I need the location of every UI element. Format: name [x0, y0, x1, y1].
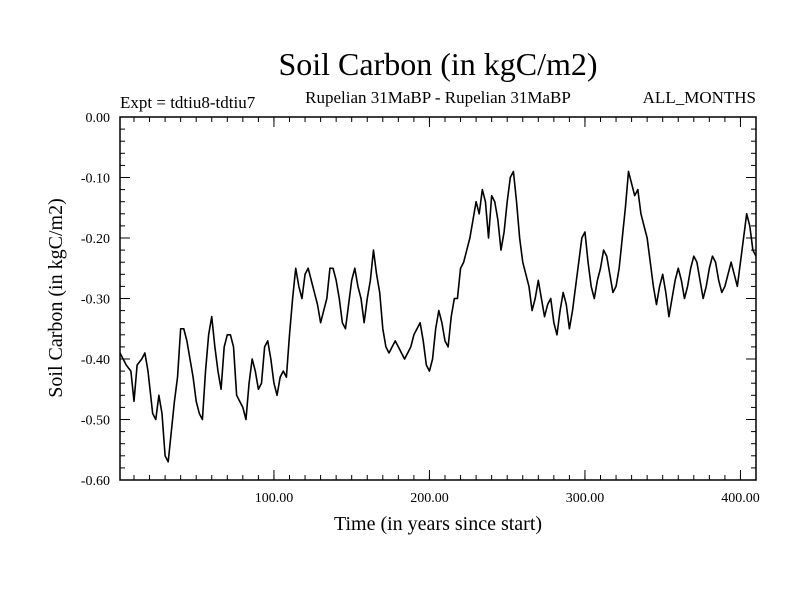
- x-tick-label: 400.00: [721, 491, 760, 506]
- y-tick-label: -0.20: [81, 232, 110, 247]
- y-axis-label: Soil Carbon (in kgC/m2): [45, 198, 67, 397]
- x-tick-label: 200.00: [410, 491, 449, 506]
- y-tick-label: -0.30: [81, 293, 110, 308]
- y-tick-label: -0.40: [81, 353, 110, 368]
- x-tick-label: 300.00: [566, 491, 605, 506]
- plot-frame: [119, 116, 757, 481]
- experiment-label: Expt = tdtiu8-tdtiu7: [120, 93, 256, 112]
- chart-title: Soil Carbon (in kgC/m2): [278, 46, 597, 82]
- y-tick-label: -0.50: [81, 414, 110, 429]
- period-label: ALL_MONTHS: [643, 88, 756, 107]
- y-tick-label: -0.10: [81, 172, 110, 187]
- y-tick-label: -0.60: [81, 474, 110, 489]
- x-tick-label: 100.00: [255, 491, 294, 506]
- subtitle-label: Rupelian 31MaBP - Rupelian 31MaBP: [305, 88, 571, 107]
- y-tick-label: 0.00: [86, 111, 111, 126]
- series-line: [119, 170, 757, 463]
- x-axis-label: Time (in years since start): [334, 513, 542, 535]
